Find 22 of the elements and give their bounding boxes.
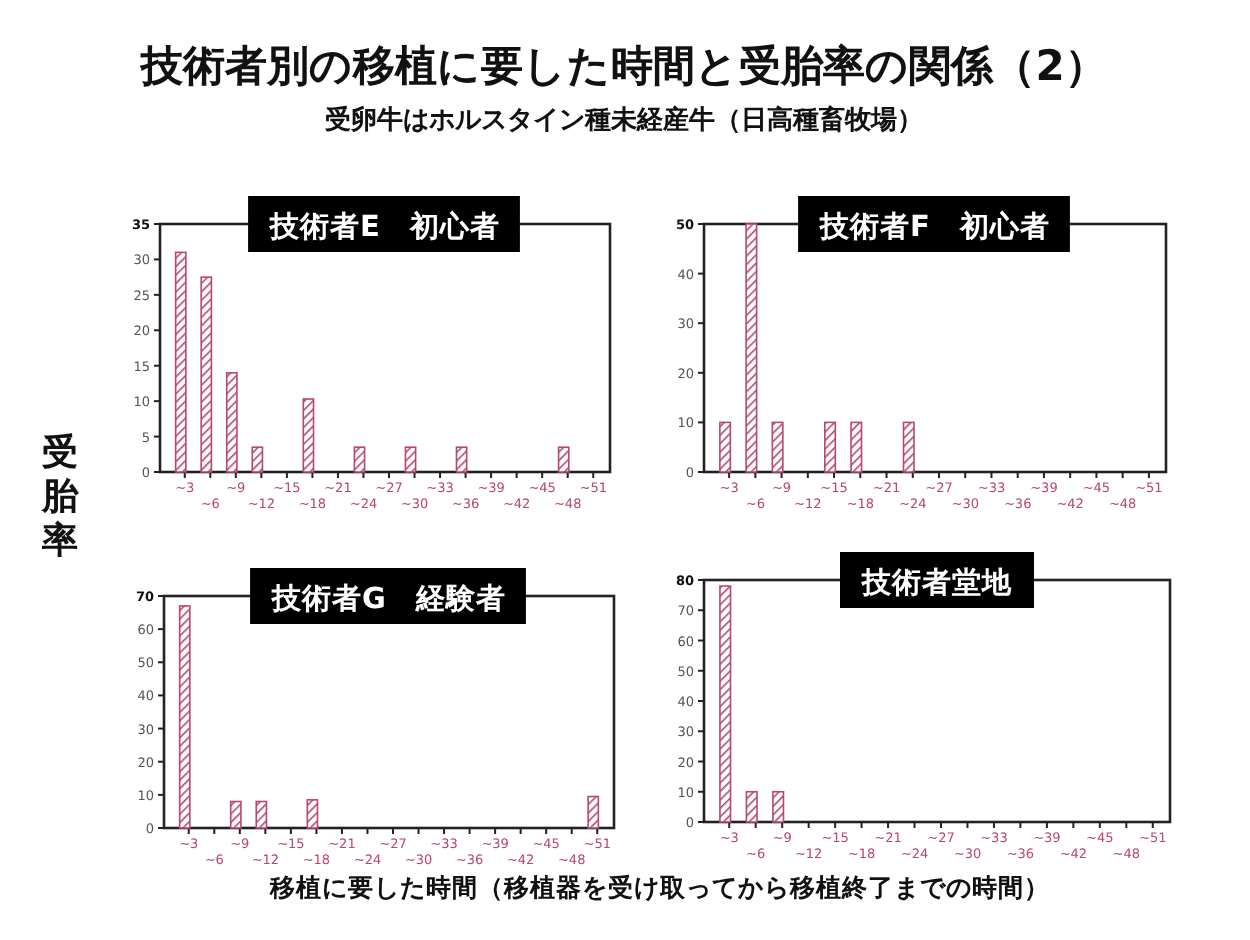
chart-title: 技術者堂地 (860, 566, 1014, 600)
chart-title: 技術者E 初心者 (268, 208, 500, 244)
bar (178, 605, 191, 829)
text: 移植に要した時間（移植器を受け取ってから移植終了までの時間） (268, 872, 1050, 902)
bar (306, 799, 319, 829)
bar (353, 446, 366, 473)
bar (251, 446, 264, 473)
text: 技術者別の移植に要した時間と受胎率の関係（2） (139, 42, 1107, 90)
chart-title: 技術者G 経験者 (270, 582, 506, 616)
bar (557, 446, 570, 473)
bar (225, 372, 238, 473)
bar (404, 446, 417, 473)
chart-title: 技術者F 初心者 (818, 208, 1050, 244)
bar (302, 398, 315, 473)
bar (455, 446, 468, 473)
bar (200, 276, 213, 473)
bar (174, 251, 187, 473)
bar (587, 795, 600, 829)
bar (255, 800, 268, 829)
text: 受胎率 (40, 432, 80, 562)
text: 受卵牛はホルスタイン種未経産牛（日高種畜牧場） (323, 104, 923, 136)
bar (229, 800, 242, 829)
